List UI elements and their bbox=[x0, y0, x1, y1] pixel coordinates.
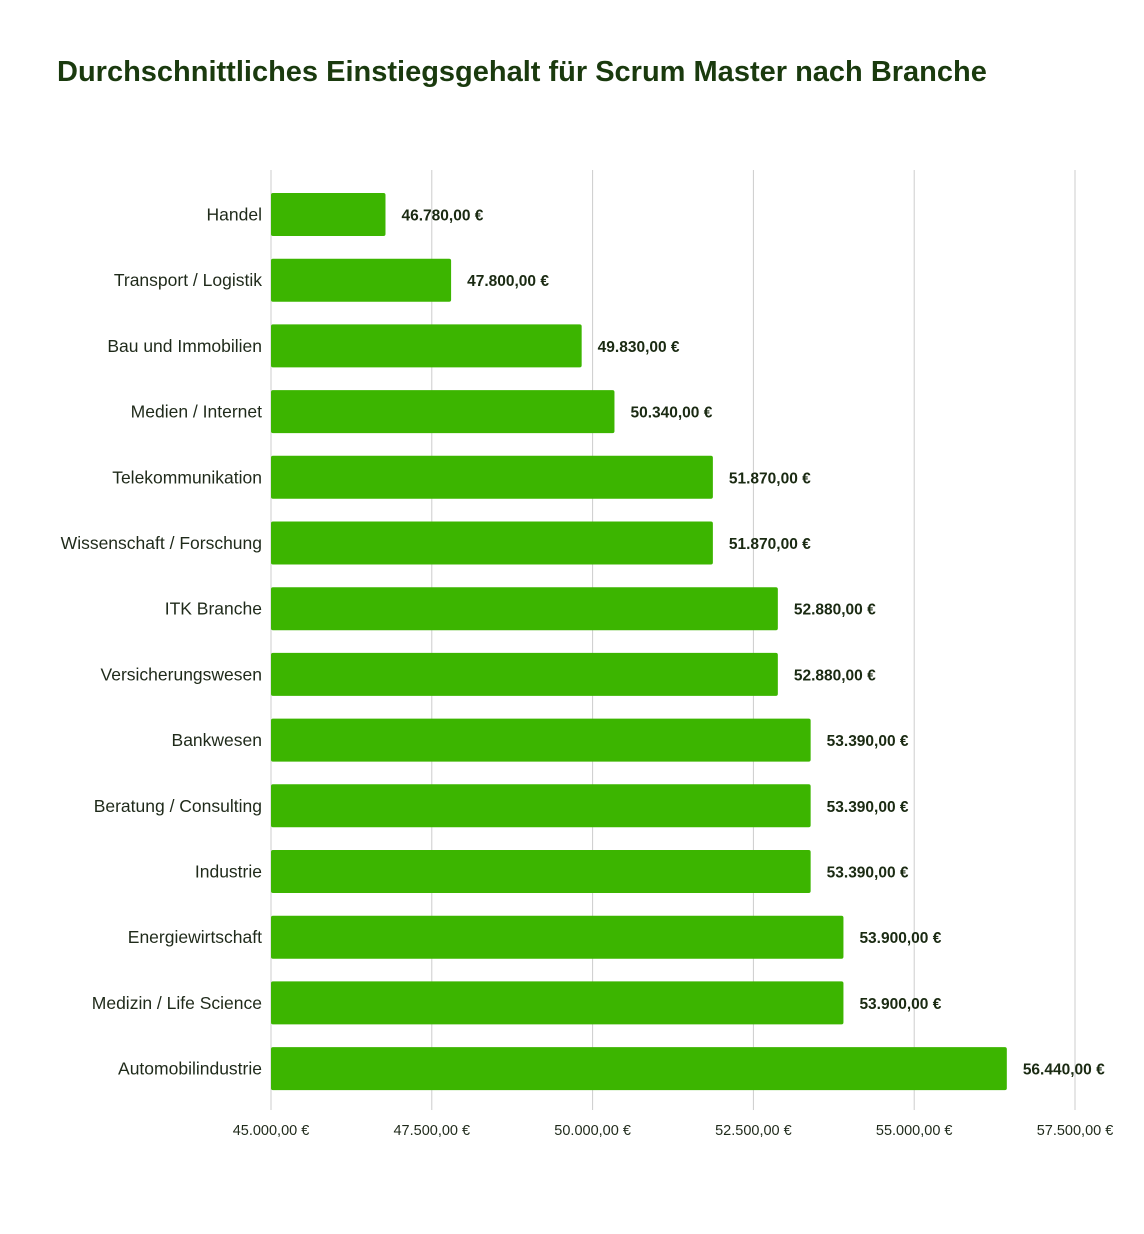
x-tick-label: 45.000,00 € bbox=[233, 1123, 310, 1139]
bar bbox=[271, 981, 844, 1025]
category-label: ITK Branche bbox=[165, 599, 262, 619]
data-label: 53.390,00 € bbox=[827, 733, 909, 750]
x-tick-label: 57.500,00 € bbox=[1037, 1123, 1114, 1139]
bar bbox=[271, 784, 811, 828]
x-tick-label: 47.500,00 € bbox=[393, 1123, 470, 1139]
category-label: Automobilindustrie bbox=[118, 1059, 262, 1079]
category-label: Versicherungswesen bbox=[101, 664, 262, 684]
data-label: 52.880,00 € bbox=[794, 667, 876, 684]
x-tick-label: 50.000,00 € bbox=[554, 1123, 631, 1139]
category-label: Handel bbox=[207, 205, 262, 225]
bar bbox=[271, 324, 582, 368]
bar bbox=[271, 718, 811, 762]
category-label: Bankwesen bbox=[172, 730, 262, 750]
data-label: 51.870,00 € bbox=[729, 536, 811, 553]
category-label: Bau und Immobilien bbox=[107, 336, 262, 356]
category-label: Medizin / Life Science bbox=[92, 993, 262, 1013]
bar bbox=[271, 390, 615, 434]
data-label: 47.800,00 € bbox=[467, 273, 549, 290]
data-label: 53.390,00 € bbox=[827, 865, 909, 882]
x-tick-label: 52.500,00 € bbox=[715, 1123, 792, 1139]
data-label: 49.830,00 € bbox=[598, 339, 680, 356]
x-tick-label: 55.000,00 € bbox=[876, 1123, 953, 1139]
category-label: Wissenschaft / Forschung bbox=[61, 533, 262, 553]
bar bbox=[271, 1047, 1007, 1091]
data-label: 56.440,00 € bbox=[1023, 1062, 1105, 1079]
bar bbox=[271, 850, 811, 893]
data-label: 53.900,00 € bbox=[859, 930, 941, 947]
category-label: Beratung / Consulting bbox=[94, 796, 262, 816]
bar bbox=[271, 455, 713, 499]
data-label: 52.880,00 € bbox=[794, 602, 876, 619]
category-label: Telekommunikation bbox=[112, 467, 262, 487]
category-label: Medien / Internet bbox=[131, 402, 262, 422]
category-label: Industrie bbox=[195, 862, 262, 882]
chart-title: Durchschnittliches Einstiegsgehalt für S… bbox=[57, 56, 987, 88]
category-label: Transport / Logistik bbox=[114, 270, 262, 290]
bar bbox=[271, 193, 386, 236]
category-label: Energiewirtschaft bbox=[128, 927, 262, 947]
data-label: 51.870,00 € bbox=[729, 470, 811, 487]
data-label: 53.390,00 € bbox=[827, 799, 909, 816]
data-label: 46.780,00 € bbox=[401, 208, 483, 225]
bar bbox=[271, 521, 713, 565]
data-label: 53.900,00 € bbox=[859, 996, 941, 1013]
bar bbox=[271, 652, 778, 696]
bar bbox=[271, 587, 778, 631]
bar bbox=[271, 258, 452, 302]
bar bbox=[271, 915, 844, 959]
data-label: 50.340,00 € bbox=[630, 405, 712, 422]
